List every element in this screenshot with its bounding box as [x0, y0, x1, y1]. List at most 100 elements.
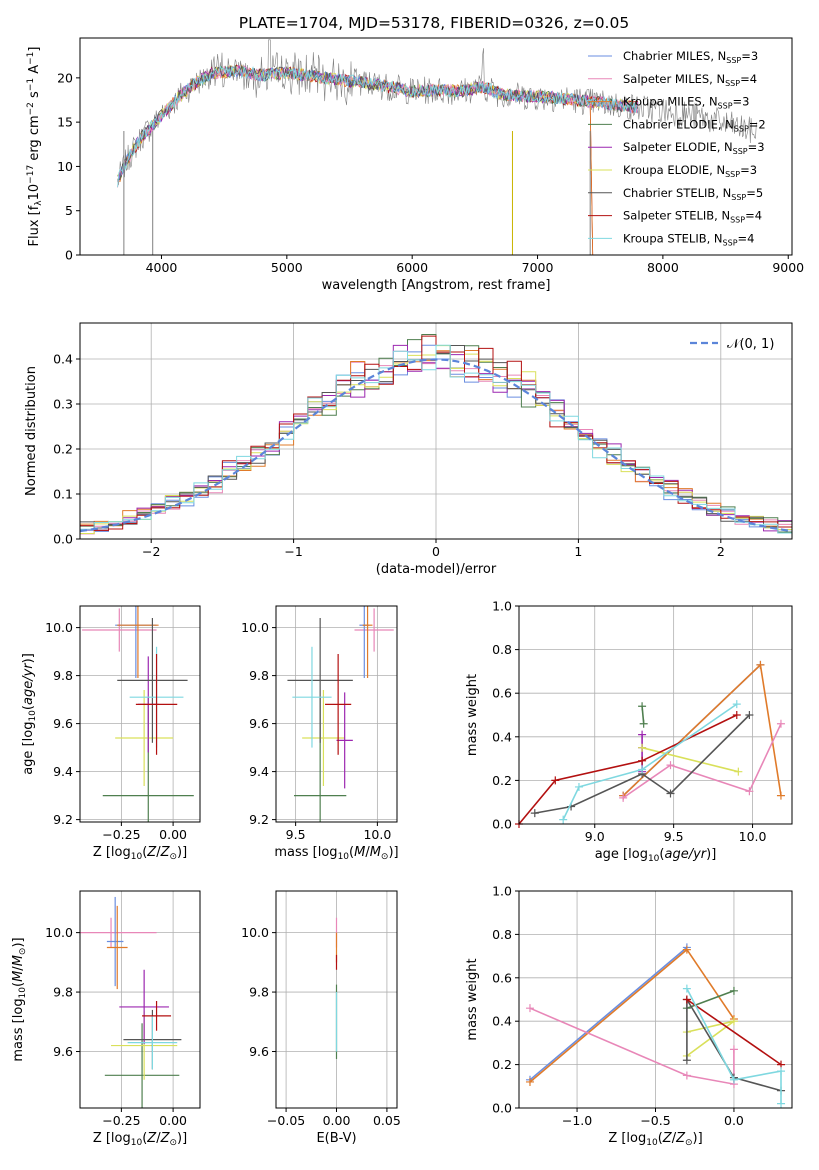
residuals-panel: −2 −1 0 1 2 0.0 0.1 0.2 0.3 0.4 𝒩(0, 1) (data-model…: [24, 322, 793, 577]
weight-marker: [682, 1056, 691, 1065]
weight-line: [562, 703, 738, 820]
model-spectrum-line: [117, 65, 639, 182]
weight-line: [641, 746, 739, 773]
weight-marker: [777, 1099, 786, 1108]
weight-marker: [745, 711, 754, 719]
y-tick-label: 10.0: [45, 925, 73, 940]
y-tick-label: 5: [65, 203, 73, 218]
y-tick-label: 0.4: [492, 729, 512, 744]
x-tick-label: 6000: [396, 260, 428, 275]
y-tick-label: 0.0: [492, 817, 512, 832]
weight-marker: [619, 793, 628, 802]
weight-line: [686, 988, 782, 1104]
x-axis-label: E(B-V): [316, 1131, 356, 1146]
x-tick-label: 0.05: [373, 1113, 401, 1128]
weight-marker: [530, 809, 539, 818]
weight-marker: [682, 945, 691, 954]
spectrum-panel: 4000 5000 6000 7000 8000 9000 0 5 10 15 20 waveleng…: [26, 37, 804, 293]
y-tick-label: 10.0: [45, 620, 73, 635]
axes-frame: [518, 605, 793, 825]
legend-label: Salpeter STELIB, NSSP=4: [623, 209, 762, 225]
axes-frame: [275, 605, 398, 823]
x-tick-label: −0.5: [640, 1113, 670, 1128]
weight-vs-age-panel: 9.0 9.5 10.0 0.0 0.2 0.4 0.6 0.8 1.0 age [log10(a…: [465, 599, 793, 864]
legend-label: Chabrier STELIB, NSSP=5: [623, 186, 763, 202]
legend-label: Chabrier ELODIE, NSSP=2: [623, 117, 766, 133]
x-tick-label: −0.25: [102, 827, 140, 842]
y-tick-label: 10: [57, 159, 73, 174]
y-tick-label: 10.0: [241, 925, 269, 940]
legend-label: Kroupa ELODIE, NSSP=3: [623, 163, 757, 179]
y-tick-label: 0.2: [492, 773, 512, 788]
x-tick-label: 10.0: [363, 827, 391, 842]
x-axis-label: Z [log10(Z/Z⊙)]: [93, 845, 187, 862]
weight-marker: [756, 660, 765, 669]
x-tick-label: 0: [432, 544, 440, 559]
y-tick-label: 9.6: [53, 716, 73, 731]
weight-marker: [559, 815, 568, 824]
y-tick-label: 9.8: [53, 985, 73, 1000]
x-axis-label: age [log10(age/yr)]: [595, 847, 717, 864]
weight-marker: [682, 995, 691, 1004]
x-tick-label: 2: [717, 544, 725, 559]
x-tick-label: −0.05: [267, 1113, 305, 1128]
weight-marker: [734, 767, 743, 776]
weight-marker: [638, 756, 647, 765]
y-tick-label: 9.4: [53, 764, 73, 779]
y-tick-label: 1.0: [492, 599, 512, 614]
weight-marker: [638, 743, 647, 752]
axes-frame: [518, 890, 793, 1109]
y-tick-label: 0.6: [492, 686, 512, 701]
residual-histogram: [80, 344, 792, 534]
weight-marker: [666, 789, 675, 798]
weight-marker: [729, 986, 738, 995]
weight-marker: [525, 1077, 534, 1086]
weight-line: [529, 946, 688, 1081]
y-tick-label: 0.4: [53, 352, 73, 367]
weight-marker: [551, 776, 560, 785]
weight-vs-metallicity-panel: −1.0 −0.5 0.0 0.0 0.2 0.4 0.6 0.8 1.0 Z [log10(Z/…: [465, 884, 793, 1148]
weight-marker: [732, 700, 741, 709]
y-axis-label: Normed distribution: [24, 366, 39, 496]
x-tick-label: 0.0: [724, 1113, 744, 1128]
mass-vs-ebv-panel: −0.05 0.00 0.05 9.6 9.8 10.0 E(B-V): [241, 890, 401, 1146]
x-tick-label: −1: [284, 544, 302, 559]
x-tick-label: 9.5: [286, 827, 306, 842]
y-tick-label: 9.6: [53, 1044, 73, 1059]
legend-label: Chabrier MILES, NSSP=3: [623, 49, 758, 65]
age-vs-mass-panel: 9.5 10.0 9.2 9.4 9.6 9.8 10.0 mass [log10(M/M⊙)…: [241, 605, 399, 862]
y-axis-label: Flux [fλ10−17 erg cm−2 s−1 A−1]: [26, 47, 44, 247]
weight-marker: [729, 1045, 738, 1054]
y-tick-label: 0.8: [492, 927, 512, 942]
weight-marker: [745, 787, 754, 796]
y-tick-label: 9.8: [249, 985, 269, 1000]
weight-marker: [776, 719, 785, 728]
x-tick-label: 8000: [647, 260, 679, 275]
axes-frame: [275, 890, 398, 1109]
y-tick-label: 0.0: [53, 532, 73, 547]
x-tick-label: 9.0: [585, 829, 605, 844]
axes-frame: [79, 890, 201, 1109]
legend-label: Kroupa STELIB, NSSP=4: [623, 231, 754, 247]
weight-marker: [525, 1004, 534, 1013]
weight-marker: [639, 719, 648, 728]
x-tick-label: 7000: [522, 260, 554, 275]
x-axis-label: wavelength [Angstrom, rest frame]: [322, 278, 551, 293]
x-tick-label: 1: [574, 544, 582, 559]
y-tick-label: 0: [65, 248, 73, 263]
x-axis-label: mass [log10(M/M⊙)]: [274, 845, 398, 862]
age-vs-metallicity-panel: −0.25 0.00 9.2 9.4 9.6 9.8 10.0 Z [log10(Z/Z⊙)]…: [21, 605, 201, 862]
x-tick-label: 9.5: [664, 829, 684, 844]
y-tick-label: 0.2: [492, 1057, 512, 1072]
x-tick-label: 0.00: [323, 1113, 351, 1128]
figure-title: PLATE=1704, MJD=53178, FIBERID=0326, z=0…: [239, 14, 629, 32]
y-tick-label: 9.6: [249, 716, 269, 731]
x-tick-label: −1.0: [562, 1113, 592, 1128]
model-spectrum-line: [117, 65, 638, 188]
legend-label: Salpeter ELODIE, NSSP=3: [623, 140, 765, 156]
y-tick-label: 9.4: [249, 764, 269, 779]
legend-label: Salpeter MILES, NSSP=4: [623, 72, 757, 88]
weight-line: [622, 723, 782, 799]
data-spectrum-line: [117, 39, 757, 186]
